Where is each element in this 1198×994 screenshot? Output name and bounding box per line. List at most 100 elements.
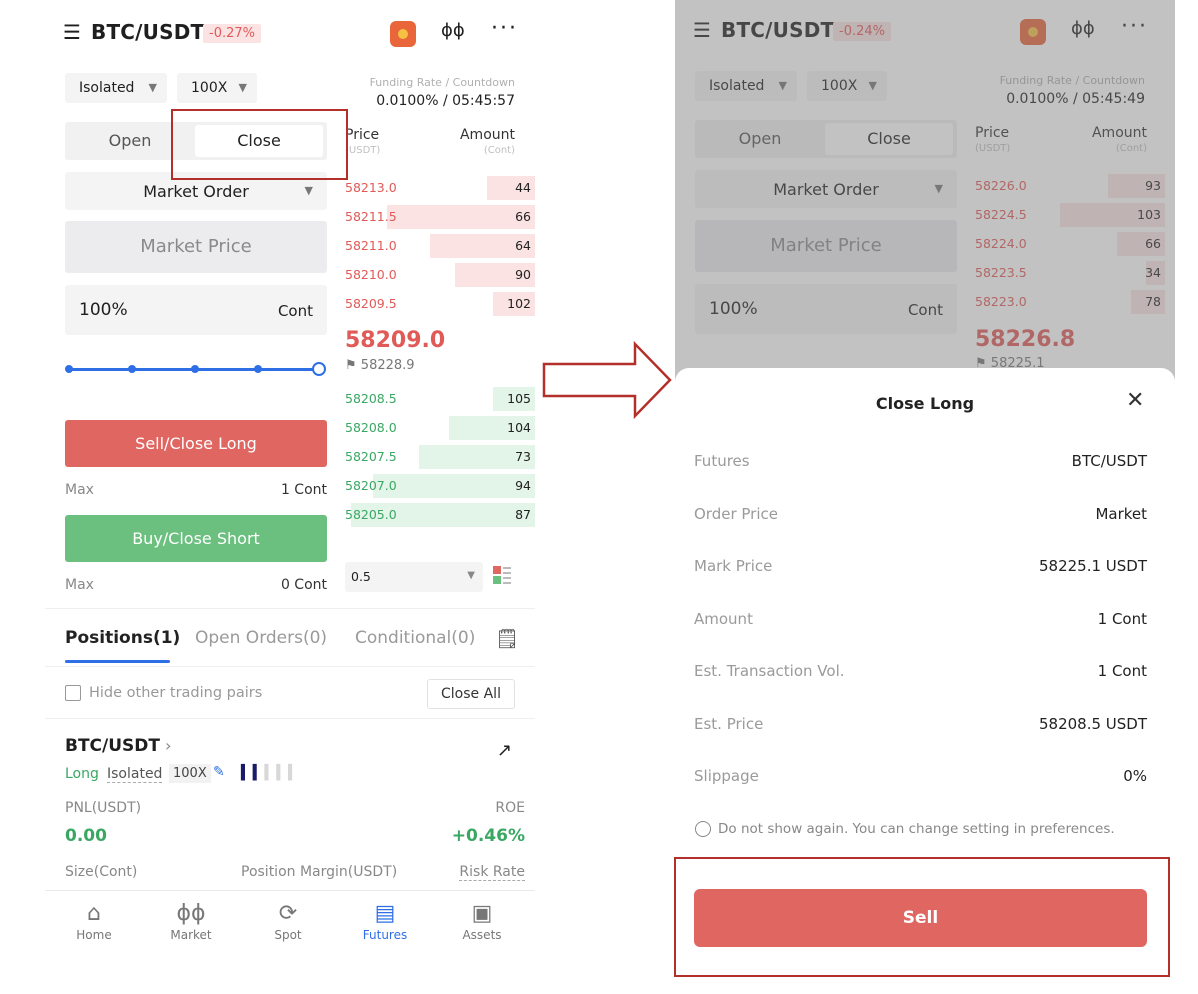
dont-show-radio[interactable] xyxy=(695,821,711,837)
detail-label: Est. Price xyxy=(694,714,764,733)
buy-close-short-button[interactable]: Buy/Close Short xyxy=(65,515,327,562)
margin-mode-select[interactable]: Isolated ▼ xyxy=(695,71,797,101)
position-leverage[interactable]: 100X xyxy=(169,764,211,783)
divider xyxy=(45,666,535,667)
ask-row[interactable]: 58211.0 64 xyxy=(345,233,535,259)
wallet-icon: ▣ xyxy=(471,901,493,926)
bid-price: 58208.0 xyxy=(345,420,397,435)
menu-icon[interactable]: ☰ xyxy=(63,20,81,44)
amount-input[interactable]: 100% Cont xyxy=(695,284,957,334)
detail-value: 0% xyxy=(1123,767,1147,785)
menu-icon[interactable]: ☰ xyxy=(693,18,711,42)
tab-open[interactable]: Open xyxy=(738,129,782,148)
tab-open[interactable]: Open xyxy=(108,131,152,150)
tab-conditional[interactable]: Conditional(0) xyxy=(355,628,476,648)
share-icon[interactable]: ↗ xyxy=(497,740,513,761)
bid-row[interactable]: 58205.0 87 xyxy=(345,502,535,528)
hide-pairs-checkbox[interactable] xyxy=(65,685,81,701)
slider-mark[interactable] xyxy=(128,365,136,373)
leverage-select[interactable]: 100X ▼ xyxy=(807,71,887,101)
amount-header: Amount xyxy=(459,127,515,143)
detail-value: 1 Cont xyxy=(1097,662,1147,680)
candlestick-icon[interactable]: ɸɸ xyxy=(441,20,465,41)
orderbook-layout-icon[interactable] xyxy=(493,566,511,584)
slider-mark[interactable] xyxy=(191,365,199,373)
amount-slider[interactable] xyxy=(65,360,327,378)
position-pair[interactable]: BTC/USDT xyxy=(65,736,160,756)
tab-positions[interactable]: Positions(1) xyxy=(65,628,181,648)
bid-row[interactable]: 58208.0 104 xyxy=(345,415,535,441)
nav-spot[interactable]: ⟳ Spot xyxy=(253,900,323,942)
depth-bar xyxy=(430,234,535,258)
precision-select[interactable]: 0.5 ▼ xyxy=(345,562,483,592)
ask-row[interactable]: 58223.5 34 xyxy=(975,260,1165,286)
amount-unit: (Cont) xyxy=(1115,143,1147,154)
nav-home[interactable]: ⌂ Home xyxy=(59,900,129,942)
roe-value: +0.46% xyxy=(451,826,525,846)
slider-mark[interactable] xyxy=(65,365,73,373)
detail-row: Est. Transaction Vol. 1 Cont xyxy=(675,658,1175,688)
ask-list: 58213.0 44 58211.5 66 58211.0 64 58210.0 90 5820… xyxy=(345,175,535,317)
sell-button[interactable]: Sell xyxy=(694,889,1147,947)
highlight-sell-button xyxy=(674,857,1170,977)
chevron-down-icon: ▼ xyxy=(934,182,943,195)
buy-max-value: 0 Cont xyxy=(280,577,327,593)
detail-row: Est. Price 58208.5 USDT xyxy=(675,711,1175,741)
sell-close-long-button[interactable]: Sell/Close Long xyxy=(65,420,327,467)
close-confirm-screen: ☰ BTC/USDT -0.24% ɸɸ ··· Isolated ▼ 100X… xyxy=(675,0,1175,994)
ask-price: 58223.5 xyxy=(975,265,1027,280)
pair-title[interactable]: BTC/USDT xyxy=(721,18,835,42)
open-close-tabs: Open Close xyxy=(65,122,327,160)
ask-row[interactable]: 58223.0 78 xyxy=(975,289,1165,315)
slider-mark[interactable] xyxy=(254,365,262,373)
chevron-right-icon[interactable]: › xyxy=(165,736,172,755)
detail-value: 58208.5 USDT xyxy=(1038,714,1147,733)
more-icon[interactable]: ··· xyxy=(1121,14,1148,39)
detail-row: Slippage 0% xyxy=(675,763,1175,793)
last-price: 58209.0 xyxy=(345,328,446,353)
tab-open-orders[interactable]: Open Orders(0) xyxy=(195,628,328,648)
ask-row[interactable]: 58213.0 44 xyxy=(345,175,535,201)
tab-close[interactable]: Close xyxy=(195,125,323,157)
divider xyxy=(45,718,535,719)
bid-row[interactable]: 58207.5 73 xyxy=(345,444,535,470)
detail-row: Order Price Market xyxy=(675,501,1175,531)
bid-row[interactable]: 58208.5 105 xyxy=(345,386,535,412)
more-icon[interactable]: ··· xyxy=(491,16,518,41)
order-type-select[interactable]: Market Order ▼ xyxy=(695,170,957,208)
bid-price: 58205.0 xyxy=(345,507,397,522)
funding-value: 0.0100% / 05:45:49 xyxy=(1006,91,1145,107)
detail-label: Futures xyxy=(694,452,750,470)
ask-row[interactable]: 58210.0 90 xyxy=(345,262,535,288)
ask-row[interactable]: 58209.5 102 xyxy=(345,291,535,317)
gift-icon[interactable] xyxy=(390,21,416,47)
leverage-select[interactable]: 100X ▼ xyxy=(177,73,257,103)
margin-mode-select[interactable]: Isolated ▼ xyxy=(65,73,167,103)
mark-price: ⚑ 58228.9 xyxy=(345,358,415,373)
ask-row[interactable]: 58224.0 66 xyxy=(975,231,1165,257)
ask-row[interactable]: 58226.0 93 xyxy=(975,173,1165,199)
margin-mode-label: Isolated xyxy=(709,78,765,94)
size-label: Size(Cont) xyxy=(65,864,138,880)
market-price-field: Market Price xyxy=(695,220,957,272)
amount-input[interactable]: 100% Cont xyxy=(65,285,327,335)
pair-title[interactable]: BTC/USDT xyxy=(91,20,205,44)
nav-assets[interactable]: ▣ Assets xyxy=(447,900,517,942)
bid-row[interactable]: 58207.0 94 xyxy=(345,473,535,499)
slider-handle[interactable] xyxy=(312,362,326,376)
close-all-button[interactable]: Close All xyxy=(427,679,515,709)
close-icon[interactable]: ✕ xyxy=(1126,388,1145,413)
candlestick-icon[interactable]: ɸɸ xyxy=(1071,18,1095,39)
gift-icon[interactable] xyxy=(1020,19,1046,45)
edit-icon[interactable]: ✎ xyxy=(213,764,225,780)
ask-row[interactable]: 58224.5 103 xyxy=(975,202,1165,228)
depth-bar xyxy=(493,292,535,316)
depth-bar xyxy=(455,263,535,287)
ask-row[interactable]: 58211.5 66 xyxy=(345,204,535,230)
order-history-icon[interactable]: 🗒 xyxy=(495,628,520,650)
detail-value: Market xyxy=(1095,504,1147,523)
nav-futures[interactable]: ▤ Futures xyxy=(350,900,420,942)
nav-market[interactable]: ɸɸ Market xyxy=(156,900,226,942)
tab-close[interactable]: Close xyxy=(825,123,953,155)
bid-amount: 104 xyxy=(507,420,531,435)
